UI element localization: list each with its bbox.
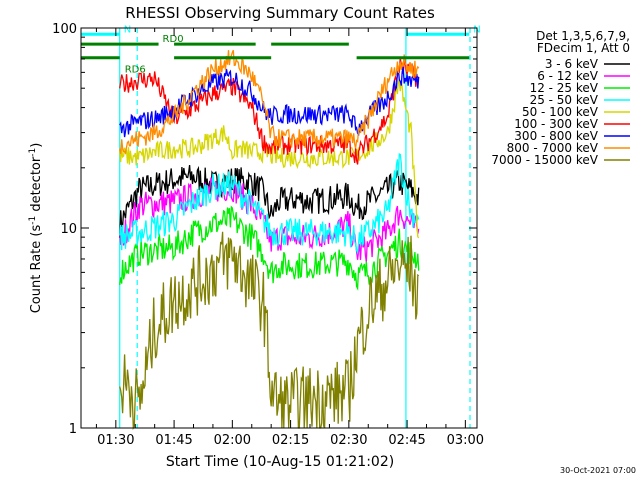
legend-label-2: 12 - 25 keV [530, 81, 599, 95]
series-2 [119, 205, 420, 291]
series-line-0 [119, 165, 420, 238]
series-3 [119, 153, 420, 255]
legend-label-3: 25 - 50 keV [530, 93, 599, 107]
y-axis: 1 10 100 [52, 22, 477, 437]
x-tick-label-4: 02:30 [330, 433, 367, 448]
series-line-8 [119, 231, 420, 431]
y-tick-label-2: 100 [52, 22, 77, 37]
chart-title: RHESSI Observing Summary Count Rates [125, 4, 435, 22]
series-7 [119, 49, 420, 155]
x-tick-label-0: 01:30 [97, 433, 134, 448]
series-8 [119, 231, 420, 431]
series-line-2 [119, 205, 420, 291]
legend-label-5: 100 - 300 keV [514, 117, 598, 131]
x-tick-label-1: 01:45 [155, 433, 192, 448]
flag-label-2: RD0 [163, 34, 184, 45]
y-tick-label-0: 1 [69, 422, 77, 437]
legend-label-0: 3 - 6 keV [545, 57, 599, 71]
legend-header-line-1: Det 1,3,5,6,7,9, [536, 29, 630, 43]
series-line-4 [119, 79, 420, 239]
x-tick-label-6: 03:00 [447, 433, 484, 448]
series-0 [119, 165, 420, 238]
x-tick-label-5: 02:45 [388, 433, 425, 448]
x-tick-label-3: 02:15 [272, 433, 309, 448]
legend-label-4: 50 - 100 keV [522, 105, 599, 119]
series-line-7 [119, 49, 420, 155]
series-1 [119, 176, 420, 262]
flag-label-3: RD6 [125, 65, 146, 76]
footer-timestamp: 30-Oct-2021 07:00 [560, 466, 636, 475]
flag-label-0: N [124, 24, 131, 35]
series-4 [119, 79, 420, 239]
x-axis: 01:30 01:45 02:00 02:15 02:30 02:45 03:00 [95, 28, 484, 448]
legend-header-line-2: FDecim 1, Att 0 [537, 41, 630, 55]
legend-label-7: 800 - 7000 keV [507, 141, 599, 155]
x-tick-label-2: 02:00 [214, 433, 251, 448]
legend: Det 1,3,5,6,7,9, FDecim 1, Att 0 3 - 6 k… [491, 29, 630, 167]
legend-label-6: 300 - 800 keV [514, 129, 598, 143]
series-line-3 [119, 153, 420, 255]
legend-label-8: 7000 - 15000 keV [491, 153, 598, 167]
x-axis-label: Start Time (10-Aug-15 01:21:02) [166, 454, 394, 470]
legend-label-1: 6 - 12 keV [537, 69, 599, 83]
y-axis-label: Count Rate (s-1 detector-1) [28, 143, 44, 314]
y-tick-label-1: 10 [60, 222, 77, 237]
series-line-1 [119, 176, 420, 262]
